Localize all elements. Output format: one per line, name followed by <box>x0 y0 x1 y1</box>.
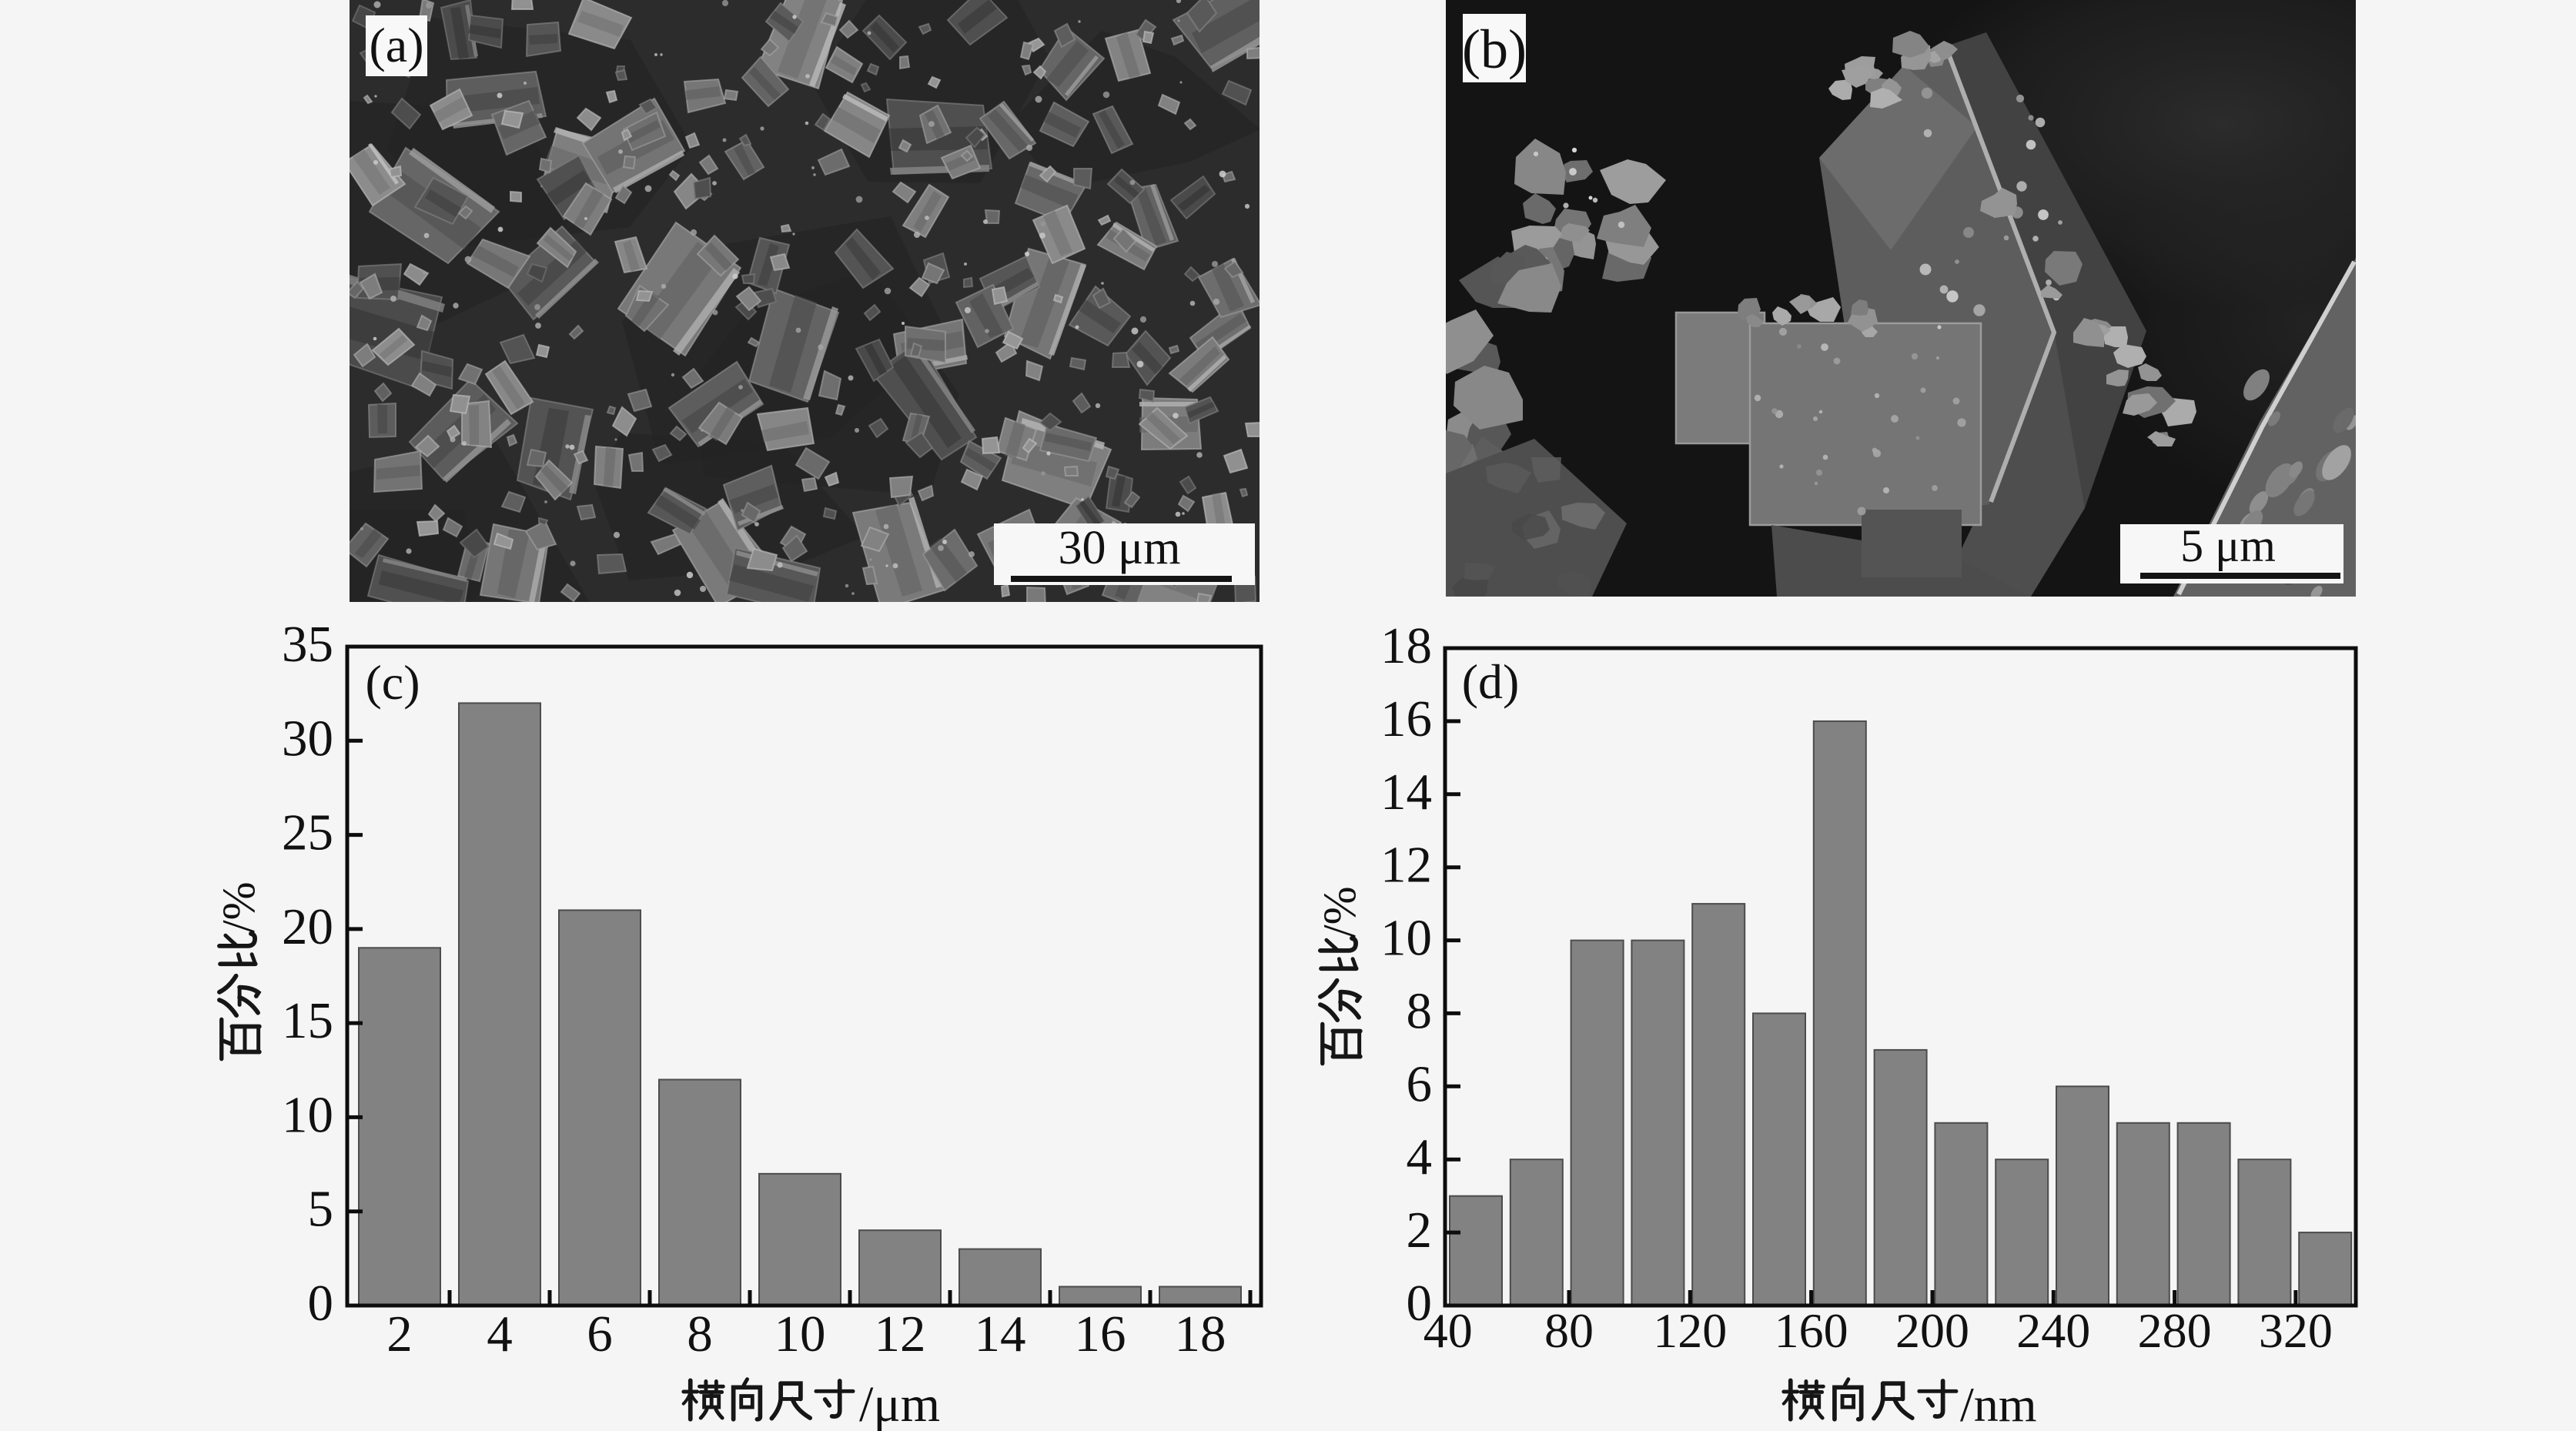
svg-text:0: 0 <box>1407 1275 1433 1332</box>
svg-text:(a): (a) <box>369 18 423 72</box>
svg-text:25: 25 <box>282 804 333 861</box>
svg-text:/%: /% <box>213 881 264 933</box>
svg-text:35: 35 <box>282 616 333 673</box>
svg-text:160: 160 <box>1775 1303 1848 1358</box>
svg-text:20: 20 <box>282 898 333 955</box>
svg-text:16: 16 <box>1380 690 1432 747</box>
svg-text:18: 18 <box>1175 1306 1226 1362</box>
svg-text:18: 18 <box>1380 617 1432 674</box>
svg-text:10: 10 <box>774 1306 826 1362</box>
svg-text:240: 240 <box>2016 1303 2090 1358</box>
svg-text:30: 30 <box>282 710 333 767</box>
svg-text:12: 12 <box>1380 837 1432 894</box>
svg-text:15: 15 <box>282 992 333 1049</box>
svg-text:40: 40 <box>1423 1303 1473 1358</box>
svg-text:120: 120 <box>1653 1303 1727 1358</box>
svg-text:(c): (c) <box>365 655 420 710</box>
svg-text:/μm: /μm <box>859 1376 940 1431</box>
svg-text:280: 280 <box>2138 1303 2212 1358</box>
svg-text:10: 10 <box>1380 910 1432 967</box>
svg-text:/%: /% <box>1314 886 1365 938</box>
svg-text:2: 2 <box>386 1306 413 1362</box>
svg-text:(d): (d) <box>1462 654 1520 709</box>
svg-text:14: 14 <box>1380 764 1432 821</box>
svg-text:80: 80 <box>1544 1303 1594 1358</box>
svg-text:4: 4 <box>1407 1128 1433 1185</box>
svg-text:320: 320 <box>2259 1303 2333 1358</box>
svg-text:4: 4 <box>487 1306 513 1362</box>
svg-text:8: 8 <box>687 1306 713 1362</box>
svg-text:5 μm: 5 μm <box>2180 520 2276 571</box>
svg-text:2: 2 <box>1407 1202 1433 1259</box>
svg-text:8: 8 <box>1407 982 1433 1039</box>
svg-text:12: 12 <box>875 1306 926 1362</box>
svg-text:16: 16 <box>1075 1306 1126 1362</box>
svg-text:5: 5 <box>308 1181 334 1238</box>
svg-text:200: 200 <box>1895 1303 1969 1358</box>
svg-text:(b): (b) <box>1462 18 1527 80</box>
svg-text:14: 14 <box>975 1306 1026 1362</box>
svg-text:6: 6 <box>1407 1055 1433 1112</box>
svg-text:/nm: /nm <box>1960 1377 2037 1431</box>
svg-text:10: 10 <box>282 1086 333 1143</box>
svg-text:6: 6 <box>587 1306 613 1362</box>
svg-text:0: 0 <box>308 1275 334 1332</box>
svg-text:30 μm: 30 μm <box>1059 522 1181 574</box>
